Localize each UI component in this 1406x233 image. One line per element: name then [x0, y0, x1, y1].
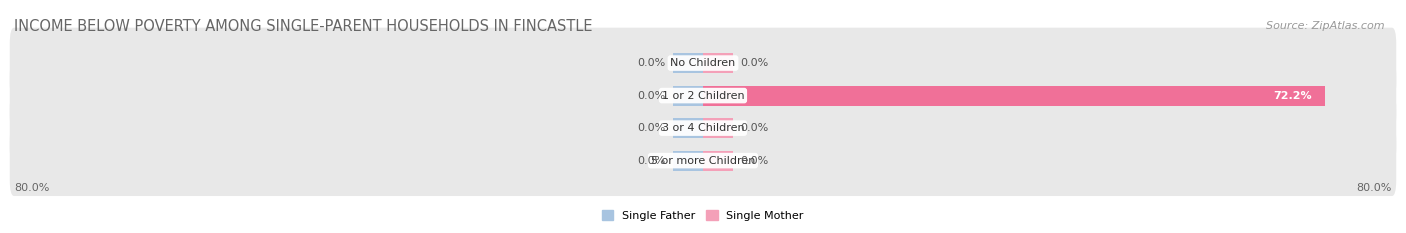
Text: 0.0%: 0.0% [638, 123, 666, 133]
Text: INCOME BELOW POVERTY AMONG SINGLE-PARENT HOUSEHOLDS IN FINCASTLE: INCOME BELOW POVERTY AMONG SINGLE-PARENT… [14, 19, 592, 34]
Text: 0.0%: 0.0% [740, 123, 768, 133]
Text: 80.0%: 80.0% [1357, 183, 1392, 193]
Bar [703, 151, 733, 171]
Text: 3 or 4 Children: 3 or 4 Children [662, 123, 744, 133]
Text: 80.0%: 80.0% [14, 183, 49, 193]
Text: 0.0%: 0.0% [638, 156, 666, 166]
Text: 72.2%: 72.2% [1274, 91, 1312, 101]
Text: 5 or more Children: 5 or more Children [651, 156, 755, 166]
Bar [703, 53, 733, 73]
FancyBboxPatch shape [10, 60, 1396, 131]
Bar [703, 118, 733, 138]
Text: Source: ZipAtlas.com: Source: ZipAtlas.com [1267, 21, 1385, 31]
Text: 1 or 2 Children: 1 or 2 Children [662, 91, 744, 101]
Text: 0.0%: 0.0% [740, 58, 768, 68]
Bar [703, 86, 1324, 106]
Legend: Single Father, Single Mother: Single Father, Single Mother [602, 210, 804, 221]
Bar [673, 151, 703, 171]
Bar [673, 86, 703, 106]
Bar [673, 118, 703, 138]
Bar [673, 53, 703, 73]
FancyBboxPatch shape [10, 93, 1396, 164]
FancyBboxPatch shape [10, 125, 1396, 196]
Text: 0.0%: 0.0% [638, 58, 666, 68]
FancyBboxPatch shape [10, 28, 1396, 99]
Text: 0.0%: 0.0% [740, 156, 768, 166]
Text: 0.0%: 0.0% [638, 91, 666, 101]
Text: No Children: No Children [671, 58, 735, 68]
